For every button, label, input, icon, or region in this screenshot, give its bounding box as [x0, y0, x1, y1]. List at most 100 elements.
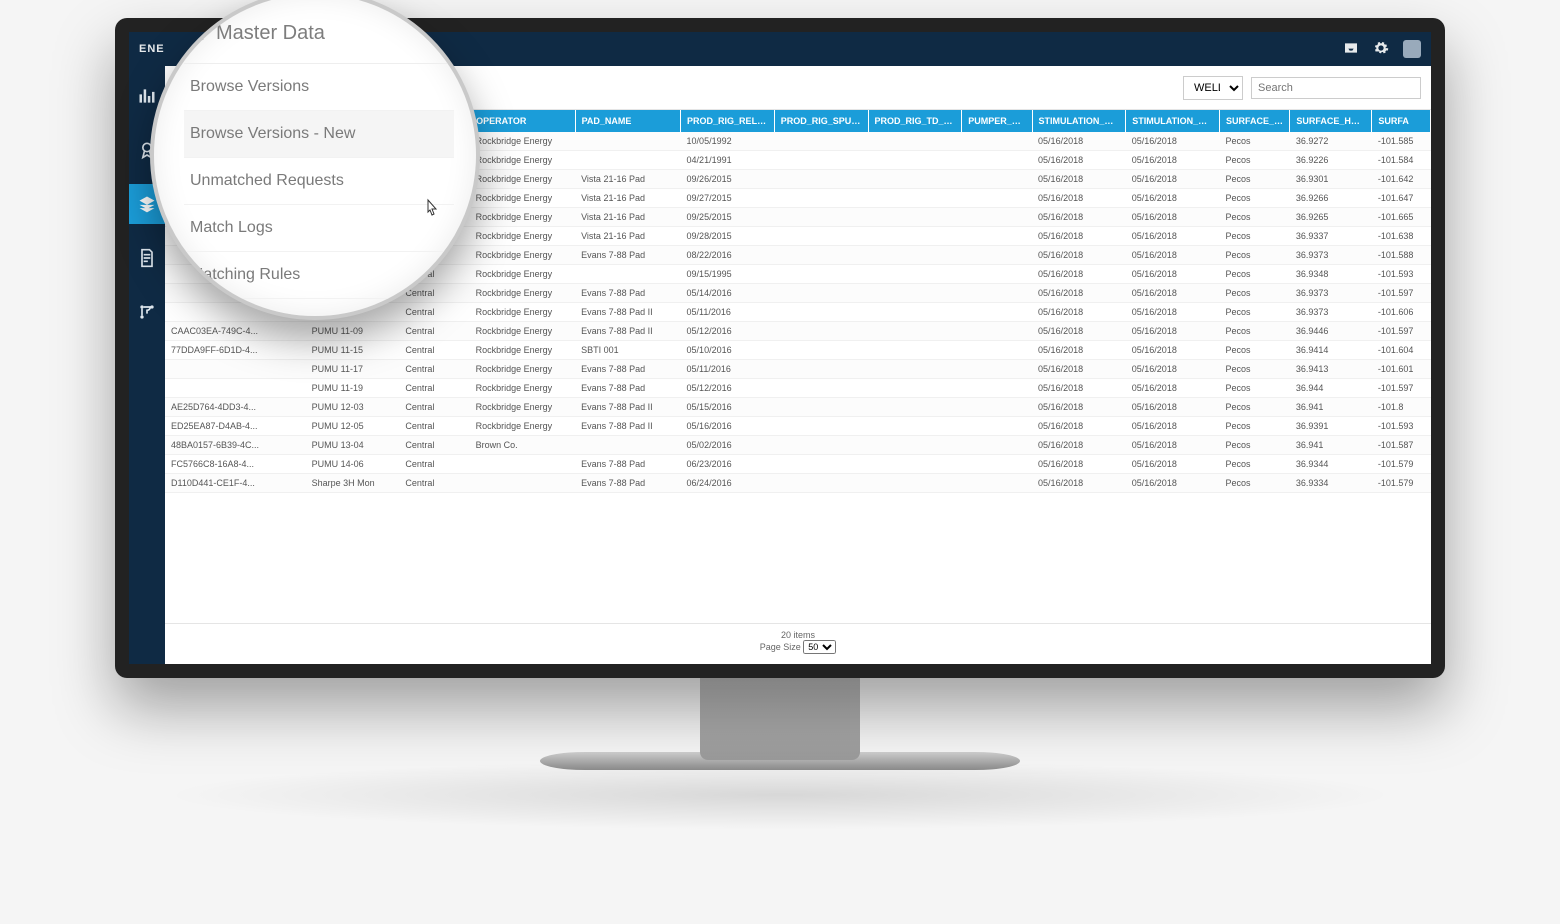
table-cell: Pecos: [1220, 303, 1290, 322]
table-cell: [962, 265, 1032, 284]
column-header[interactable]: SURFA: [1372, 110, 1431, 132]
table-row[interactable]: AE25D764-4DD3-4...PUMU 12-03CentralRockb…: [165, 398, 1431, 417]
table-cell: Central: [399, 398, 469, 417]
column-header[interactable]: STIMULATION_ST...: [1032, 110, 1126, 132]
table-cell: 05/16/2018: [1032, 341, 1126, 360]
table-cell: Evans 7-88 Pad II: [575, 322, 680, 341]
table-cell: [962, 379, 1032, 398]
table-cell: 36.9265: [1290, 208, 1372, 227]
flyout-menu-item[interactable]: Match Logs: [184, 205, 454, 252]
table-row[interactable]: 77DDA9FF-6D1D-4...PUMU 11-15CentralRockb…: [165, 341, 1431, 360]
column-header[interactable]: OPERATOR: [470, 110, 575, 132]
table-cell: Rockbridge Energy: [470, 398, 575, 417]
table-cell: 05/16/2018: [1032, 170, 1126, 189]
table-cell: 05/16/2018: [1032, 474, 1126, 493]
table-row[interactable]: D110D441-CE1F-4...Sharpe 3H MonCentralEv…: [165, 474, 1431, 493]
table-row[interactable]: FC5766C8-16A8-4...PUMU 14-06CentralEvans…: [165, 455, 1431, 474]
table-row[interactable]: ED25EA87-D4AB-4...PUMU 12-05CentralRockb…: [165, 417, 1431, 436]
table-cell: [962, 455, 1032, 474]
table-cell: PUMU 12-05: [306, 417, 400, 436]
flyout-menu-item[interactable]: Unmatched Requests: [184, 158, 454, 205]
table-cell: Sharpe 3H Mon: [306, 474, 400, 493]
table-cell: [774, 208, 868, 227]
table-cell: Pecos: [1220, 474, 1290, 493]
table-cell: Pecos: [1220, 208, 1290, 227]
table-cell: [774, 417, 868, 436]
table-cell: [774, 398, 868, 417]
table-cell: Pecos: [1220, 170, 1290, 189]
table-cell: 10/05/1992: [681, 132, 775, 151]
table-cell: Rockbridge Energy: [470, 170, 575, 189]
table-cell: 36.9373: [1290, 303, 1372, 322]
column-header[interactable]: SURFACE_HOLE_...: [1220, 110, 1290, 132]
table-cell: Pecos: [1220, 132, 1290, 151]
item-count: 20 items: [165, 630, 1431, 640]
table-cell: [868, 379, 962, 398]
table-row[interactable]: PUMU 11-17CentralRockbridge EnergyEvans …: [165, 360, 1431, 379]
table-cell: Rockbridge Energy: [470, 189, 575, 208]
table-cell: Rockbridge Energy: [470, 303, 575, 322]
table-cell: Pecos: [1220, 151, 1290, 170]
table-cell: [774, 265, 868, 284]
table-cell: [868, 455, 962, 474]
magnifier-lens: Master Data Browse VersionsBrowse Versio…: [150, 0, 480, 320]
table-cell: -101.585: [1372, 132, 1431, 151]
flyout-menu-item[interactable]: Browse Versions - New: [184, 111, 454, 158]
topbar-actions: [1343, 40, 1421, 59]
table-cell: Rockbridge Energy: [470, 322, 575, 341]
table-cell: -101.579: [1372, 455, 1431, 474]
table-cell: [575, 265, 680, 284]
column-header[interactable]: PUMPER_ROUTE: [962, 110, 1032, 132]
column-header[interactable]: PROD_RIG_SPUD...: [774, 110, 868, 132]
table-row[interactable]: PUMU 11-19CentralRockbridge EnergyEvans …: [165, 379, 1431, 398]
table-cell: 05/12/2016: [681, 379, 775, 398]
entity-select[interactable]: WELL: [1183, 76, 1243, 100]
column-header[interactable]: STIMULATION_EN...: [1126, 110, 1220, 132]
table-cell: [962, 474, 1032, 493]
table-cell: 05/16/2018: [1126, 208, 1220, 227]
user-avatar[interactable]: [1403, 40, 1421, 58]
table-cell: 05/16/2018: [1126, 246, 1220, 265]
search-input[interactable]: [1251, 77, 1421, 99]
table-cell: 36.9301: [1290, 170, 1372, 189]
table-cell: Central: [399, 417, 469, 436]
table-cell: Pecos: [1220, 417, 1290, 436]
flyout-menu-item[interactable]: Browse Versions: [184, 64, 454, 111]
table-cell: Central: [399, 322, 469, 341]
table-cell: 36.941: [1290, 398, 1372, 417]
page-size-select[interactable]: 50: [803, 640, 836, 654]
column-header[interactable]: PROD_RIG_RELE...: [681, 110, 775, 132]
gear-icon[interactable]: [1373, 40, 1389, 59]
table-cell: Pecos: [1220, 398, 1290, 417]
inbox-icon[interactable]: [1343, 40, 1359, 59]
column-header[interactable]: PAD_NAME: [575, 110, 680, 132]
table-cell: [962, 208, 1032, 227]
grid-footer: 20 items Page Size 50: [165, 623, 1431, 664]
table-cell: [470, 455, 575, 474]
table-cell: 48BA0157-6B39-4C...: [165, 436, 306, 455]
table-cell: Pecos: [1220, 341, 1290, 360]
table-row[interactable]: CAAC03EA-749C-4...PUMU 11-09CentralRockb…: [165, 322, 1431, 341]
table-cell: [962, 341, 1032, 360]
table-cell: Rockbridge Energy: [470, 284, 575, 303]
table-cell: [962, 303, 1032, 322]
table-cell: 05/16/2018: [1032, 246, 1126, 265]
table-cell: Pecos: [1220, 246, 1290, 265]
table-row[interactable]: 48BA0157-6B39-4C...PUMU 13-04CentralBrow…: [165, 436, 1431, 455]
column-header[interactable]: PROD_RIG_TD_D...: [868, 110, 962, 132]
flyout-menu-item[interactable]: Matching Rules: [184, 252, 454, 299]
table-cell: [575, 436, 680, 455]
table-cell: 36.9226: [1290, 151, 1372, 170]
table-cell: -101.8: [1372, 398, 1431, 417]
column-header[interactable]: SURFACE_HOLE_...: [1290, 110, 1372, 132]
table-cell: -101.642: [1372, 170, 1431, 189]
table-cell: Central: [399, 455, 469, 474]
table-cell: Evans 7-88 Pad: [575, 455, 680, 474]
table-cell: [868, 227, 962, 246]
table-cell: 05/16/2018: [1126, 303, 1220, 322]
table-cell: 36.941: [1290, 436, 1372, 455]
table-cell: [868, 132, 962, 151]
table-cell: -101.593: [1372, 417, 1431, 436]
table-cell: Rockbridge Energy: [470, 246, 575, 265]
table-cell: 05/16/2018: [1032, 151, 1126, 170]
